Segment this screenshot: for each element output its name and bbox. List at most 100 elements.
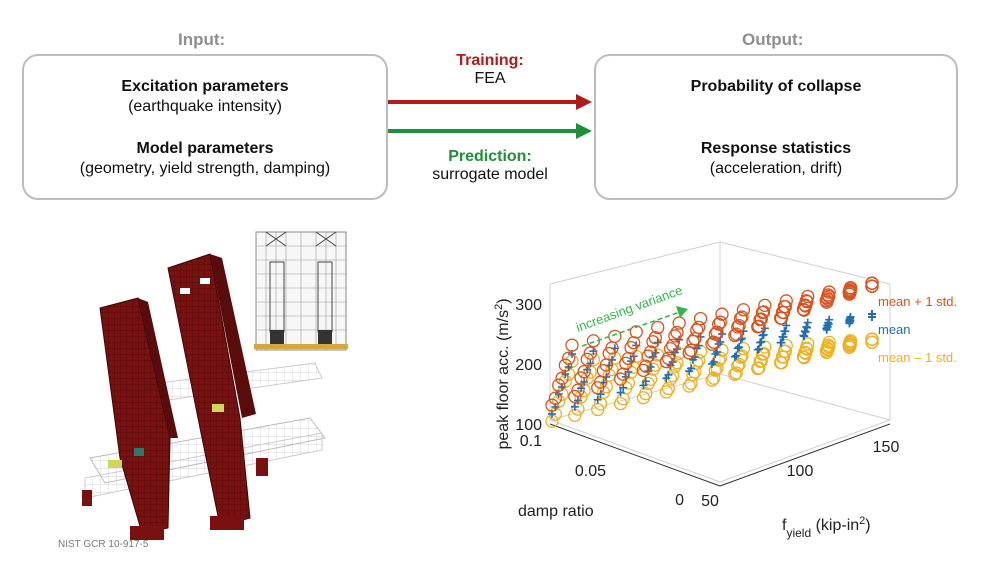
point-mean-plus-std	[753, 312, 767, 327]
point-mean-minus-std	[819, 344, 833, 358]
damp-axis-line	[549, 423, 721, 487]
point-mean	[662, 374, 671, 383]
point-mean-plus-std	[608, 329, 622, 343]
excitation-title: Excitation parameters	[121, 78, 289, 95]
point-mean-minus-std	[751, 361, 765, 376]
axis-edge	[549, 241, 721, 285]
fyield-ticks: 50 100 150	[701, 439, 899, 510]
point-mean-minus-std	[707, 371, 721, 385]
point-mean-plus-std	[690, 323, 704, 337]
model-source-caption: NIST GCR 10-917-5	[58, 539, 149, 550]
point-mean	[732, 351, 741, 360]
point-mean-plus-std	[796, 302, 811, 316]
point-mean-minus-std	[753, 354, 767, 368]
x-axis-label: damp ratio	[518, 503, 594, 520]
fyield-tick-50: 50	[701, 493, 719, 510]
point-mean	[708, 360, 716, 368]
prediction-method: surrogate model	[432, 166, 548, 183]
point-mean-plus-std	[663, 342, 678, 356]
point-mean-minus-std	[659, 385, 673, 399]
legend-mean-plus-std: mean + 1 std.	[878, 294, 957, 309]
point-mean	[845, 317, 854, 326]
point-mean-plus-std	[580, 352, 594, 366]
point-mean-minus-std	[728, 367, 742, 381]
point-mean-plus-std	[684, 343, 698, 357]
point-mean-minus-std	[729, 366, 743, 380]
point-mean-minus-std	[731, 359, 745, 373]
point-mean-plus-std	[577, 364, 591, 379]
response-statistics-subtitle: (acceleration, drift)	[709, 160, 843, 177]
z-tick-100: 100	[515, 417, 542, 434]
damp-tick-0.05: 0.05	[575, 463, 606, 480]
axis-edge	[719, 419, 891, 483]
damp-tick-0: 0	[675, 492, 684, 509]
input-heading: Input:	[178, 30, 226, 49]
excitation-subtitle: (earthquake intensity)	[128, 98, 282, 115]
input-box: Excitation parameters (earthquake intens…	[22, 54, 388, 200]
point-mean-plus-std	[636, 363, 651, 377]
z-tick-200: 200	[515, 357, 542, 374]
point-mean-plus-std	[568, 389, 582, 404]
axis-edge	[549, 373, 721, 421]
point-mean-plus-std	[715, 307, 729, 321]
point-mean-plus-std	[641, 349, 655, 363]
svg-text:peak floor acc. (m/s2): peak floor acc. (m/s2)	[493, 298, 512, 449]
point-mean-minus-std	[661, 381, 676, 396]
point-mean-plus-std	[682, 346, 696, 360]
point-mean-minus-std	[684, 376, 698, 390]
point-mean-minus-std	[775, 350, 790, 364]
point-mean	[711, 350, 720, 358]
training-label-block: Training: FEA	[410, 52, 570, 88]
point-mean-minus-std	[797, 350, 811, 365]
fyield-axis-line	[719, 423, 891, 487]
y-axis-label: fyield (kip-in2)	[782, 515, 871, 540]
building-elevation-inset	[254, 231, 348, 351]
point-mean-plus-std	[736, 303, 751, 317]
point-mean-minus-std	[865, 332, 879, 346]
point-mean-plus-std	[545, 398, 559, 412]
point-mean-minus-std	[705, 373, 719, 387]
chart-legend: mean + 1 std. mean mean – 1 std.	[878, 294, 957, 365]
response-statistics-title: Response statistics	[700, 140, 852, 157]
point-mean-plus-std	[755, 305, 770, 320]
axis-edge	[719, 373, 891, 421]
point-mean-plus-std	[773, 311, 788, 325]
point-mean-plus-std	[571, 383, 585, 397]
chart-data-points	[545, 276, 879, 428]
point-mean-plus-std	[693, 311, 708, 326]
z-axis-label-sup: 2	[493, 304, 505, 310]
point-mean-plus-std	[583, 346, 597, 360]
point-mean-plus-std	[672, 316, 686, 330]
fyield-tick-100: 100	[787, 463, 814, 480]
point-mean-plus-std	[728, 328, 742, 343]
point-mean-minus-std	[682, 379, 696, 393]
fe-model-illustration	[82, 231, 348, 540]
point-mean-plus-std	[668, 329, 682, 343]
y-axis-label-rest: (kip-in	[811, 517, 859, 534]
point-mean	[780, 327, 789, 336]
point-mean-minus-std	[865, 335, 879, 349]
y-axis-label-main: f	[782, 517, 787, 534]
annotation-text: increasing variance	[574, 282, 684, 334]
point-mean	[714, 340, 723, 348]
point-mean-plus-std	[842, 285, 856, 299]
point-mean-plus-std	[819, 293, 833, 308]
point-mean	[758, 331, 767, 340]
point-mean-plus-std	[558, 358, 572, 372]
damp-ratio-ticks: 0.1 0.05 0	[520, 433, 684, 509]
point-mean-minus-std	[755, 347, 770, 361]
point-mean-plus-std	[707, 335, 721, 349]
point-mean	[586, 359, 595, 368]
y-axis-label-sup: 2	[859, 515, 865, 527]
point-mean-plus-std	[646, 335, 660, 349]
point-mean	[753, 345, 762, 354]
point-mean-plus-std	[758, 298, 772, 312]
point-mean	[570, 402, 579, 411]
point-mean-plus-std	[751, 320, 765, 334]
left-core-wall	[99, 297, 178, 534]
point-mean-minus-std	[641, 376, 655, 391]
z-tick-300: 300	[515, 297, 542, 314]
point-mean-plus-std	[670, 325, 684, 340]
point-mean-plus-std	[705, 337, 719, 351]
